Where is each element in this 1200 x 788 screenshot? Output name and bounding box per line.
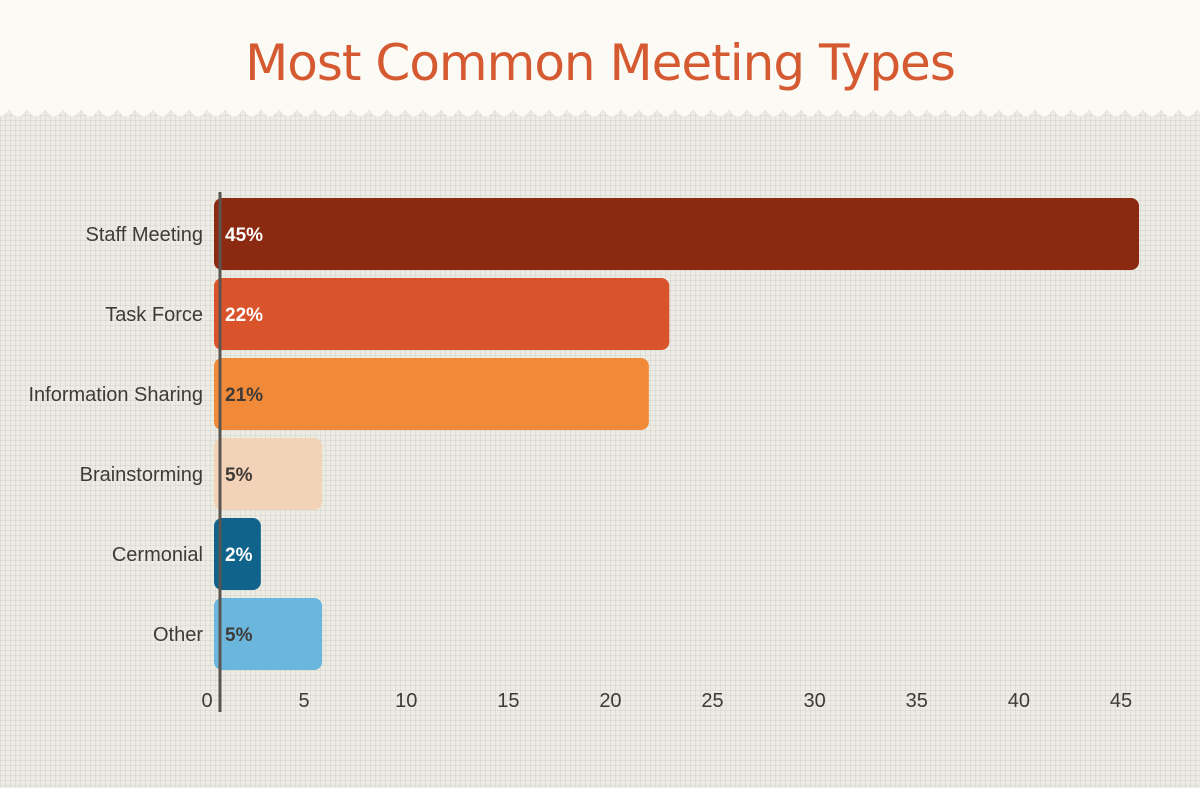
title-banner <box>0 0 1200 116</box>
x-tick-label: 35 <box>906 690 928 712</box>
data-label: 5% <box>225 625 253 646</box>
data-label: 21% <box>225 385 263 406</box>
x-tick-label: 40 <box>1008 690 1030 712</box>
bar-4 <box>214 518 261 590</box>
category-label: Other <box>153 624 203 646</box>
x-tick-label: 45 <box>1110 690 1132 712</box>
x-tick-label: 5 <box>299 690 310 712</box>
chart-title: Most Common Meeting Types <box>245 34 956 92</box>
bar-3 <box>214 438 323 510</box>
bar-0 <box>214 198 1139 270</box>
x-tick-label: 10 <box>395 690 417 712</box>
category-label: Information Sharing <box>28 384 203 406</box>
x-tick-label: 15 <box>497 690 519 712</box>
data-label: 2% <box>225 545 253 566</box>
category-label: Staff Meeting <box>86 224 203 246</box>
x-tick-label: 30 <box>804 690 826 712</box>
x-tick-label: 25 <box>701 690 723 712</box>
data-label: 5% <box>225 465 253 486</box>
x-tick-label: 20 <box>599 690 621 712</box>
data-label: 45% <box>225 225 263 246</box>
data-label: 22% <box>225 305 263 326</box>
bar-1 <box>214 278 670 350</box>
bar-5 <box>214 598 323 670</box>
category-label: Cermonial <box>112 544 203 566</box>
category-label: Brainstorming <box>80 464 203 486</box>
x-tick-label: 0 <box>201 690 212 712</box>
category-label: Task Force <box>105 304 203 326</box>
bar-2 <box>214 358 649 430</box>
